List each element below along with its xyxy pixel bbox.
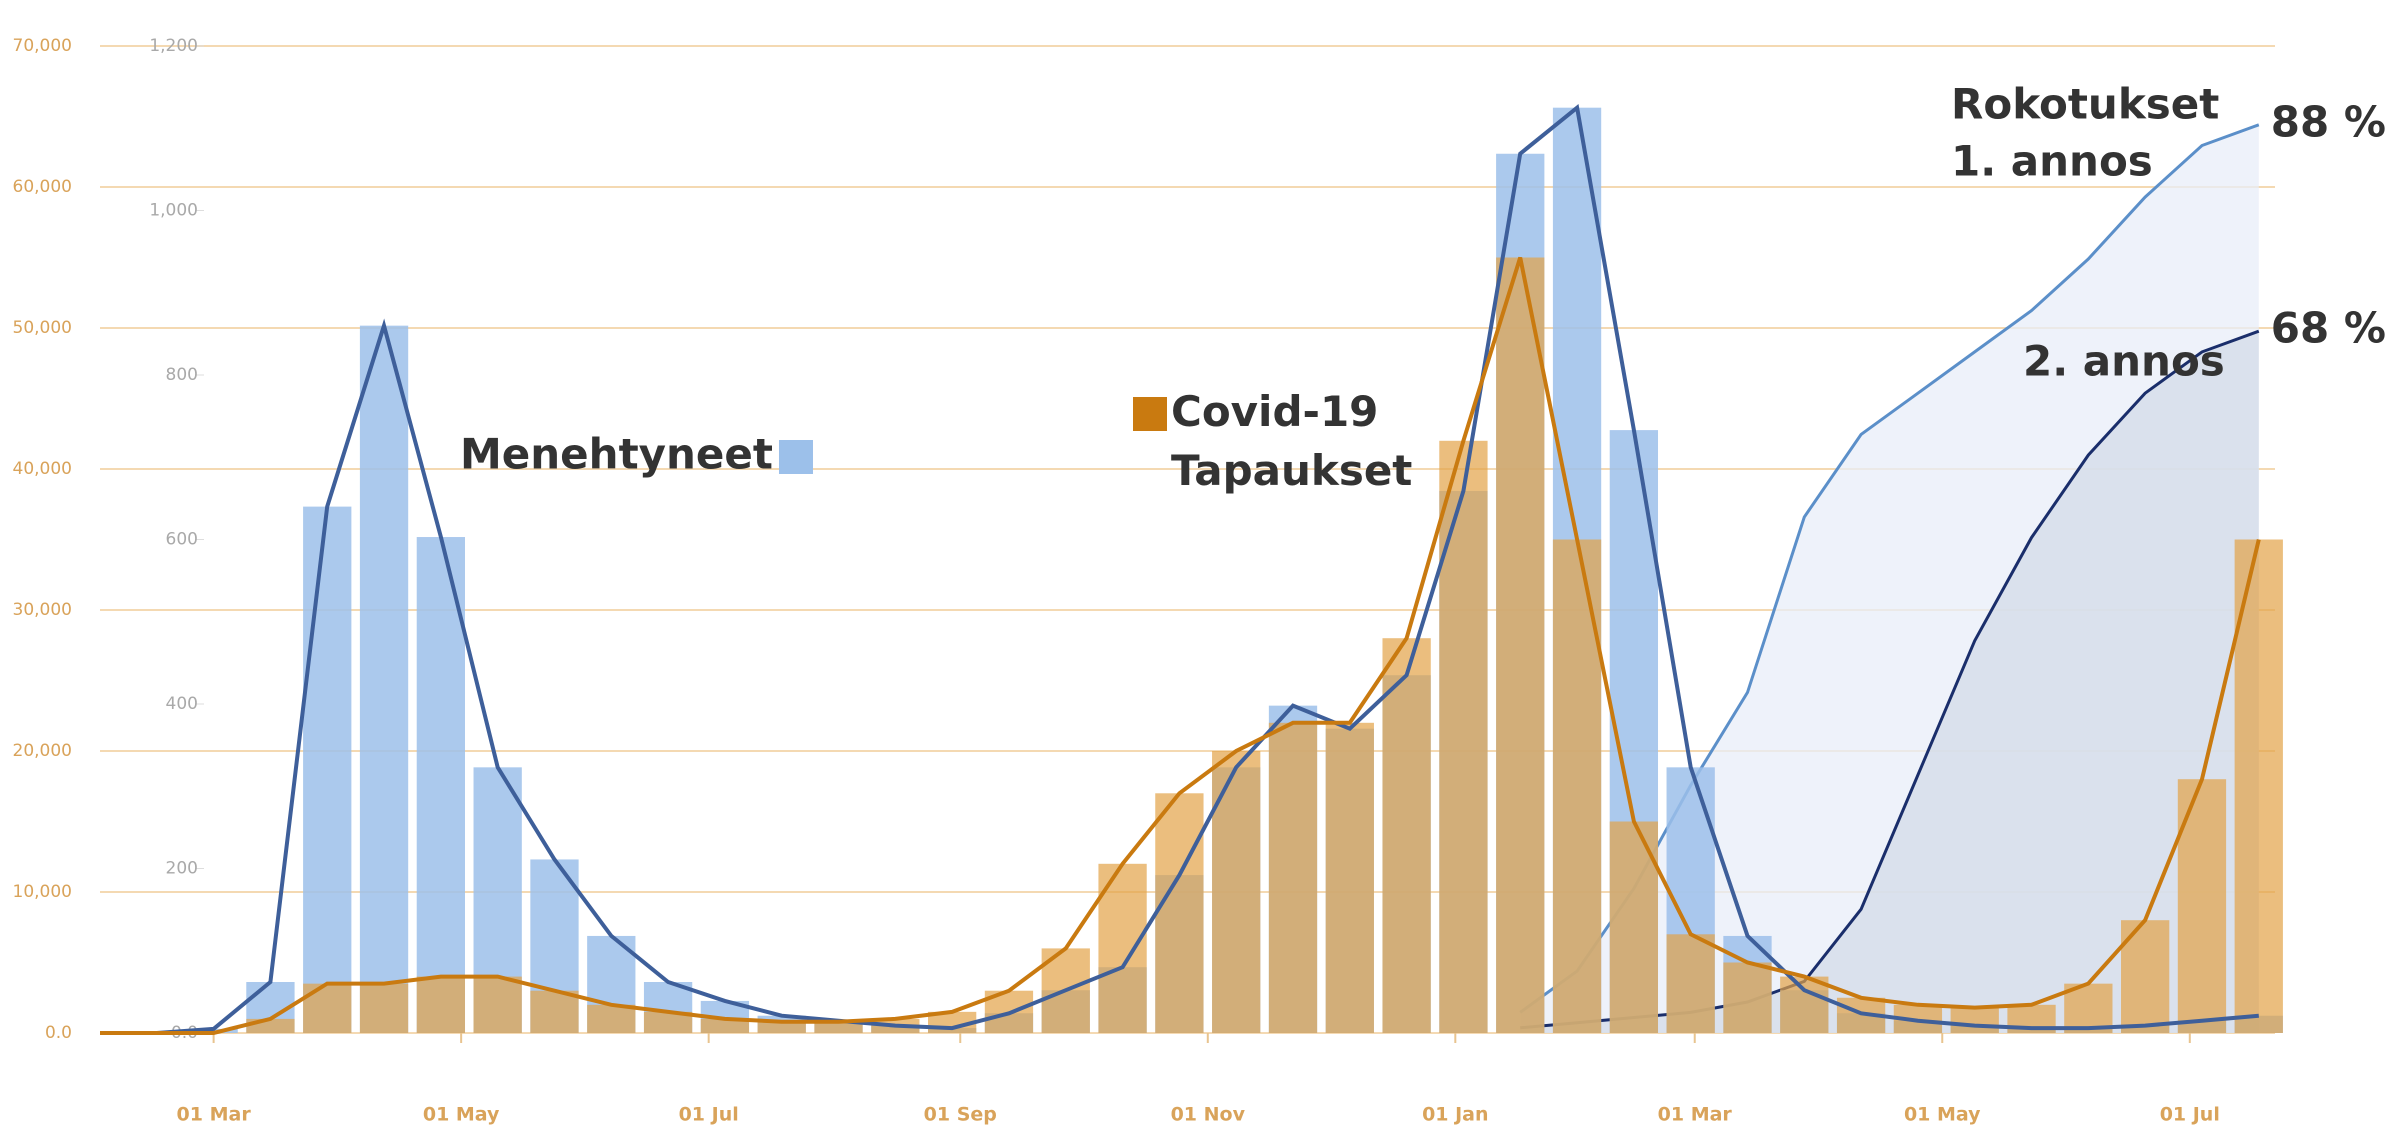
trend-line (100, 104, 2259, 1035)
bar (1212, 751, 1261, 1033)
value-label: 68 % (2271, 304, 2386, 353)
annotation: Rokotukset (1951, 80, 2219, 129)
bar (359, 325, 409, 1033)
bar (246, 1018, 295, 1033)
bar (1666, 934, 1715, 1033)
value-label: 88 % (2271, 97, 2386, 146)
bar (1382, 638, 1431, 1033)
y2-tick-label: 1,200 (149, 36, 198, 56)
bar (303, 983, 352, 1033)
x-tick-label: 01 Sep (924, 1104, 997, 1126)
y-tick-label: 10,000 (13, 882, 72, 902)
bar (530, 990, 579, 1033)
legend-swatch (778, 440, 813, 474)
bar (1155, 793, 1204, 1033)
x-tick-label: 01 Jul (2160, 1104, 2220, 1126)
y-tick-label: 70,000 (13, 36, 72, 56)
bar (814, 1021, 863, 1033)
y-tick-label: 0.0 (45, 1023, 72, 1043)
x-tick-label: 01 Jan (1422, 1104, 1488, 1126)
legend-label: 1. annos (1951, 137, 2153, 186)
bar (1780, 976, 1829, 1033)
x-tick-label: 01 Mar (177, 1104, 252, 1126)
x-tick-label: 01 May (423, 1104, 500, 1126)
y-tick-label: 50,000 (13, 318, 72, 338)
bar (1325, 722, 1374, 1033)
y2-tick-label: 1,000 (149, 201, 198, 221)
bar (700, 1018, 750, 1033)
bar (1950, 1007, 1999, 1033)
x-tick-label: 01 Mar (1658, 1104, 1733, 1126)
y-tick-label: 40,000 (13, 459, 72, 479)
bar (1439, 440, 1488, 1033)
bar (1098, 863, 1147, 1033)
legend-label: Menehtyneet (460, 430, 773, 479)
y-tick-label: 20,000 (13, 741, 72, 761)
bar (757, 1021, 806, 1033)
bar (303, 506, 352, 1034)
bar (473, 976, 522, 1033)
area (1520, 331, 2259, 1033)
legend-label: Covid-19 Tapaukset (1171, 387, 1412, 495)
bar (2064, 983, 2113, 1033)
bar (1496, 257, 1545, 1033)
bar (1723, 962, 1772, 1033)
x-tick-label: 01 Nov (1171, 1104, 1246, 1126)
bar (359, 983, 409, 1033)
bar (2234, 539, 2283, 1033)
y-tick-label: 30,000 (13, 600, 72, 620)
y2-tick-label: 200 (166, 859, 198, 879)
x-tick-label: 01 May (1904, 1104, 1981, 1126)
y2-tick-label: 800 (166, 365, 198, 385)
bar (1268, 722, 1318, 1033)
x-tick-label: 01 Jul (679, 1104, 739, 1126)
legend-swatch (1133, 397, 1167, 431)
y-tick-label: 60,000 (13, 177, 72, 197)
y2-tick-label: 600 (166, 530, 198, 550)
bar (416, 537, 466, 1033)
y2-tick-label: 400 (166, 694, 198, 714)
bar (416, 976, 466, 1033)
bar (643, 1011, 693, 1033)
bar (587, 1004, 636, 1033)
trend-line (100, 256, 2261, 1035)
legend-label: 2. annos (2023, 337, 2225, 386)
